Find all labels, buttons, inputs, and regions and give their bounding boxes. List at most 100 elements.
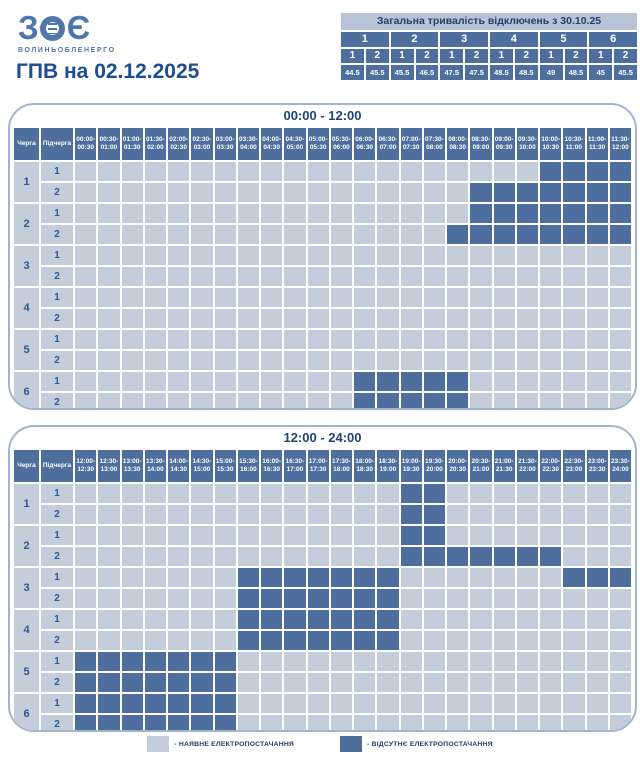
outage-cell — [354, 372, 376, 391]
outage-cell — [563, 162, 585, 181]
power-on-cell — [354, 351, 376, 370]
power-on-cell — [284, 526, 306, 545]
power-on-cell — [191, 204, 213, 223]
outage-cell — [354, 568, 376, 587]
power-on-cell — [470, 372, 492, 391]
outage-cell — [75, 694, 97, 713]
power-on-cell — [354, 309, 376, 328]
power-on-cell — [330, 162, 352, 181]
outage-cell — [447, 547, 469, 566]
outage-label: - ВІДСУТНЄ ЕЛЕКТРОПОСТАЧАННЯ — [367, 740, 493, 748]
power-on-cell — [563, 505, 585, 524]
power-on-cell — [191, 246, 213, 265]
power-on-cell — [563, 267, 585, 286]
outage-cell — [400, 393, 422, 408]
summary-subqueue-cell: 1 — [341, 49, 364, 63]
power-on-cell — [98, 631, 120, 650]
power-on-cell — [284, 715, 306, 730]
power-on-cell — [75, 309, 97, 328]
outage-cell — [98, 715, 120, 730]
outage-cell — [377, 568, 399, 587]
time-slot-header: 01:30- 02:00 — [144, 128, 166, 160]
power-on-cell — [75, 547, 97, 566]
power-on-cell — [191, 484, 213, 503]
power-on-cell — [377, 526, 399, 545]
power-on-cell — [423, 673, 445, 692]
power-on-cell — [400, 631, 422, 650]
power-on-cell — [168, 568, 190, 587]
queue-label: 3 — [14, 246, 39, 286]
power-on-cell — [493, 372, 515, 391]
power-on-cell — [354, 183, 376, 202]
power-on-cell — [261, 547, 283, 566]
time-slot-header: 00:30- 01:00 — [98, 128, 120, 160]
time-slot-header: 02:00- 02:30 — [168, 128, 190, 160]
power-on-cell — [609, 631, 631, 650]
power-on-cell — [354, 694, 376, 713]
time-slot-header: 13:00- 13:30 — [121, 450, 143, 482]
power-on-cell — [447, 267, 469, 286]
outage-cell — [447, 372, 469, 391]
power-on-cell — [447, 610, 469, 629]
power-on-cell — [214, 393, 236, 408]
power-on-cell — [470, 526, 492, 545]
power-on-cell — [191, 351, 213, 370]
outage-cell — [400, 372, 422, 391]
power-on-cell — [493, 505, 515, 524]
power-on-cell — [168, 183, 190, 202]
power-on-cell — [540, 631, 562, 650]
power-on-cell — [307, 309, 329, 328]
power-on-cell — [307, 484, 329, 503]
power-on-cell — [284, 246, 306, 265]
power-on-cell — [191, 589, 213, 608]
outage-cell — [284, 589, 306, 608]
summary-subqueue-cell: 1 — [539, 49, 563, 63]
power-on-cell — [330, 246, 352, 265]
time-slot-header: 11:00- 11:30 — [586, 128, 608, 160]
power-on-cell — [261, 694, 283, 713]
power-on-cell — [284, 694, 306, 713]
power-on-cell — [447, 589, 469, 608]
power-on-cell — [144, 204, 166, 223]
power-on-cell — [354, 267, 376, 286]
power-on-cell — [75, 162, 97, 181]
schedule-table: Черга Підчерга 12:00- 12:30 12:30- 13:00 13:00… — [12, 448, 633, 730]
power-on-cell — [121, 505, 143, 524]
power-on-cell — [609, 547, 631, 566]
outage-cell — [423, 393, 445, 408]
power-on-cell — [516, 610, 538, 629]
power-on-cell — [191, 288, 213, 307]
schedule-grid-morning: Черга Підчерга 00:00- 00:30 00:30- 01:00 01:00… — [12, 126, 633, 408]
outage-cell — [540, 547, 562, 566]
outage-cell — [75, 652, 97, 671]
outage-cell — [470, 204, 492, 223]
power-on-cell — [307, 526, 329, 545]
power-on-cell — [330, 715, 352, 730]
power-on-cell — [191, 183, 213, 202]
outage-cell — [609, 183, 631, 202]
subqueue-label: 1 — [41, 568, 73, 587]
subqueue-label: 2 — [41, 225, 73, 244]
power-on-cell — [144, 610, 166, 629]
outage-cell — [493, 225, 515, 244]
power-on-cell — [586, 652, 608, 671]
outage-cell — [330, 610, 352, 629]
power-on-cell — [609, 610, 631, 629]
power-on-cell — [121, 204, 143, 223]
power-on-cell — [261, 162, 283, 181]
power-on-cell — [307, 162, 329, 181]
power-on-cell — [377, 694, 399, 713]
page-title: ГПВ на 02.12.2025 — [16, 60, 200, 83]
outage-cell — [423, 484, 445, 503]
power-on-cell — [214, 351, 236, 370]
power-on-cell — [121, 330, 143, 349]
power-on-cell — [516, 351, 538, 370]
power-on-cell — [563, 309, 585, 328]
queue-column-header: Черга — [14, 450, 39, 482]
outage-cell — [98, 652, 120, 671]
power-on-cell — [261, 204, 283, 223]
power-on-cell — [493, 484, 515, 503]
outage-cell — [470, 183, 492, 202]
